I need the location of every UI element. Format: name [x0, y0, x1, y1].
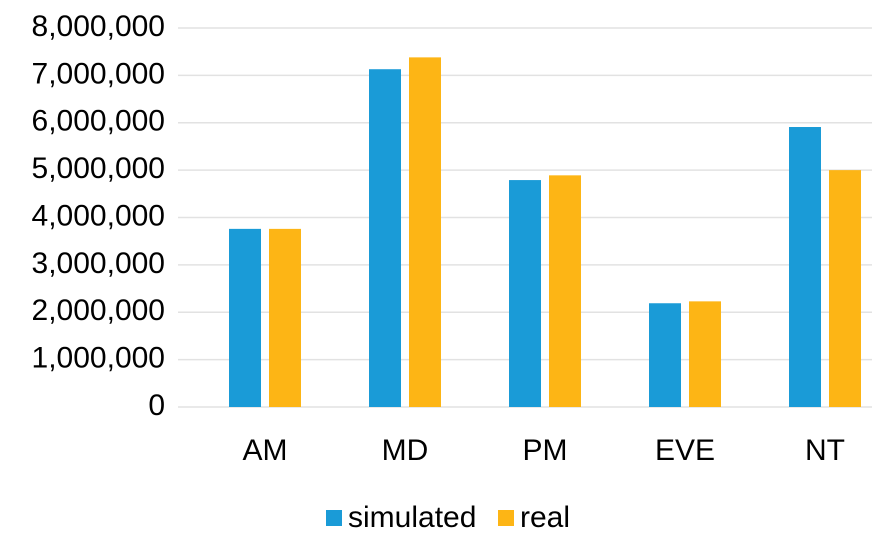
legend-label: real: [520, 501, 570, 533]
y-tick-label: 1,000,000: [32, 342, 165, 375]
y-tick-label: 5,000,000: [32, 152, 165, 185]
x-tick-label: AM: [243, 434, 288, 467]
bar: [829, 170, 861, 407]
bar: [409, 57, 441, 408]
bar: [509, 180, 541, 407]
bar: [789, 127, 821, 408]
y-tick-label: 3,000,000: [32, 247, 165, 280]
bar: [649, 303, 681, 407]
bar: [229, 228, 261, 407]
y-tick-label: 2,000,000: [32, 294, 165, 327]
bar: [369, 69, 401, 407]
bar: [549, 175, 581, 407]
legend-swatch: [498, 510, 514, 526]
legend-label: simulated: [348, 501, 476, 533]
y-tick-label: 6,000,000: [32, 105, 165, 138]
bar: [269, 228, 301, 407]
x-tick-label: PM: [523, 434, 568, 467]
y-tick-label: 7,000,000: [32, 57, 165, 90]
y-tick-label: 8,000,000: [32, 10, 165, 43]
x-tick-label: NT: [805, 434, 845, 467]
legend-swatch: [326, 510, 342, 526]
bar: [689, 301, 721, 407]
x-tick-label: MD: [382, 434, 429, 467]
y-tick-label: 4,000,000: [32, 199, 165, 232]
x-tick-label: EVE: [655, 434, 715, 467]
y-tick-label: 0: [148, 389, 165, 422]
